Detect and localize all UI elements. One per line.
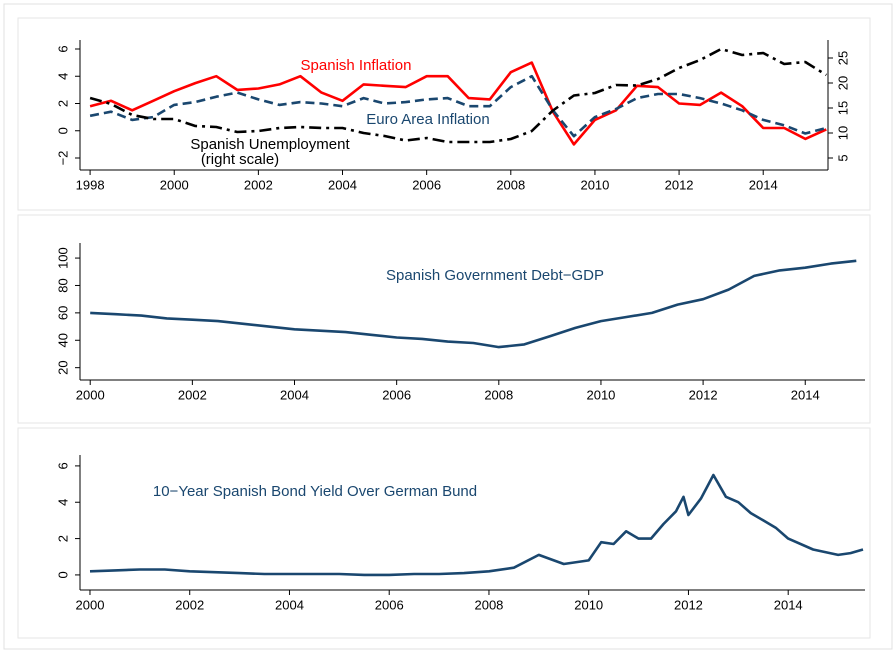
- x-tick-label: 2012: [674, 597, 703, 612]
- x-tick-label: 2000: [160, 177, 189, 192]
- y2-tick-label: 10: [835, 126, 850, 140]
- panel-frame: [17, 17, 871, 211]
- x-tick-label: 2012: [689, 387, 718, 402]
- series-line: [89, 473, 864, 577]
- y-tick-label: 6: [55, 45, 70, 52]
- x-tick-label: 2002: [175, 597, 204, 612]
- x-tick-label: 2014: [749, 177, 778, 192]
- x-tick-label: 2002: [178, 387, 207, 402]
- y-tick-label: 0: [55, 571, 70, 578]
- series-line: [90, 259, 857, 349]
- x-tick-label: 2004: [328, 177, 357, 192]
- series-line: [89, 47, 827, 144]
- y-tick-label: 100: [55, 247, 70, 269]
- x-tick-label: 2008: [484, 387, 513, 402]
- panel-frame: [17, 214, 871, 424]
- x-tick-label: 2010: [580, 177, 609, 192]
- y-tick-label: 4: [55, 73, 70, 80]
- y-tick-label: 20: [55, 360, 70, 374]
- series-label: 10−Year Spanish Bond Yield Over German B…: [153, 483, 477, 500]
- y2-tick-label: 20: [835, 76, 850, 90]
- y2-tick-label: 15: [835, 101, 850, 115]
- outer-frame: [3, 3, 893, 650]
- x-tick-label: 2006: [382, 387, 411, 402]
- x-tick-label: 2008: [474, 597, 503, 612]
- x-tick-label: 2004: [275, 597, 304, 612]
- x-tick-label: 1998: [76, 177, 105, 192]
- y2-tick-label: 5: [835, 154, 850, 161]
- x-tick-label: 2014: [791, 387, 820, 402]
- y-tick-label: 4: [55, 499, 70, 506]
- x-tick-label: 2008: [496, 177, 525, 192]
- x-tick-label: 2006: [375, 597, 404, 612]
- y-tick-label: 2: [55, 535, 70, 542]
- x-tick-label: 2012: [665, 177, 694, 192]
- y2-tick-label: 25: [835, 51, 850, 65]
- series-label: Spanish Inflation: [301, 57, 412, 74]
- series-line: [89, 61, 827, 146]
- y-tick-label: −2: [55, 151, 70, 166]
- series-label: Spanish Government Debt−GDP: [386, 267, 604, 284]
- x-tick-label: 2004: [280, 387, 309, 402]
- x-tick-label: 2002: [244, 177, 273, 192]
- series-label: Spanish Unemployment: [190, 136, 350, 153]
- y-tick-label: 60: [55, 306, 70, 320]
- series-label: Euro Area Inflation: [366, 111, 489, 128]
- y-tick-label: 2: [55, 100, 70, 107]
- x-tick-label: 2014: [774, 597, 803, 612]
- y-tick-label: 80: [55, 278, 70, 292]
- panel-frame: [17, 427, 871, 639]
- x-tick-label: 2000: [76, 597, 105, 612]
- x-tick-label: 2010: [574, 597, 603, 612]
- annotation: (right scale): [201, 151, 279, 168]
- series-line: [89, 74, 827, 138]
- y-tick-label: 6: [55, 462, 70, 469]
- x-tick-label: 2010: [586, 387, 615, 402]
- x-tick-label: 2006: [412, 177, 441, 192]
- y-tick-label: 40: [55, 333, 70, 347]
- x-tick-label: 2000: [76, 387, 105, 402]
- y-tick-label: 0: [55, 127, 70, 134]
